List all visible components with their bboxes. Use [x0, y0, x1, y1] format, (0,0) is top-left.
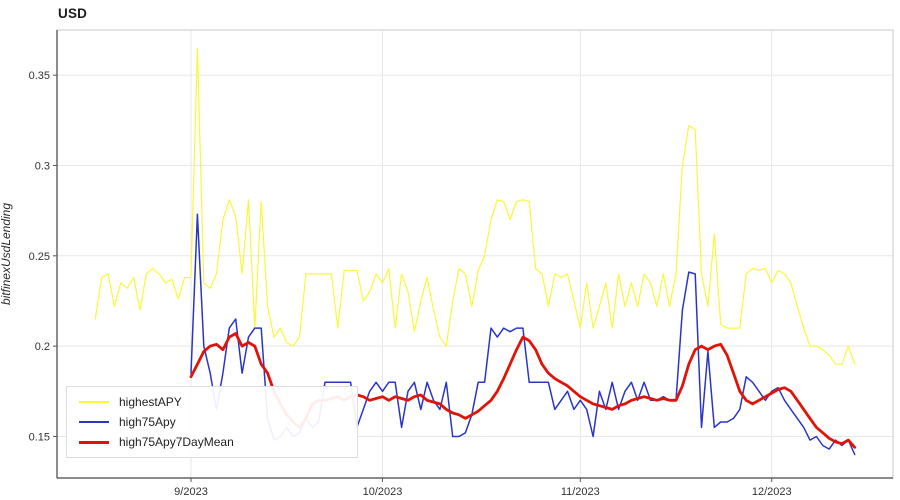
legend-item-highestAPY[interactable]: highestAPY	[79, 396, 343, 408]
x-tick-label: 11/2023	[561, 486, 600, 498]
y-tick-label: 0.25	[29, 251, 50, 263]
legend-line-sample-red-icon	[79, 440, 109, 444]
x-tick-label: 10/2023	[363, 486, 403, 498]
legend-label-high75Apy: high75Apy	[119, 415, 176, 429]
legend-label-high75Apy7DayMean: high75Apy7DayMean	[119, 435, 234, 449]
legend-label-highestAPY: highestAPY	[119, 395, 182, 409]
chart-title: USD	[58, 6, 88, 21]
y-tick-label: 0.2	[35, 341, 50, 353]
y-tick-label: 0.35	[29, 70, 50, 82]
legend-item-high75Apy[interactable]: high75Apy	[79, 416, 343, 428]
legend: highestAPY high75Apy high75Apy7DayMean	[66, 386, 358, 458]
x-tick-label: 9/2023	[174, 486, 208, 498]
legend-line-sample-blue-icon	[79, 421, 109, 423]
y-tick-label: 0.15	[29, 431, 50, 443]
series-line-highestAPY	[94, 47, 856, 365]
legend-line-sample-yellow-icon	[79, 401, 109, 403]
y-tick-label: 0.3	[35, 160, 50, 172]
x-tick-label: 12/2023	[752, 486, 792, 498]
legend-item-high75Apy7DayMean[interactable]: high75Apy7DayMean	[79, 436, 343, 448]
